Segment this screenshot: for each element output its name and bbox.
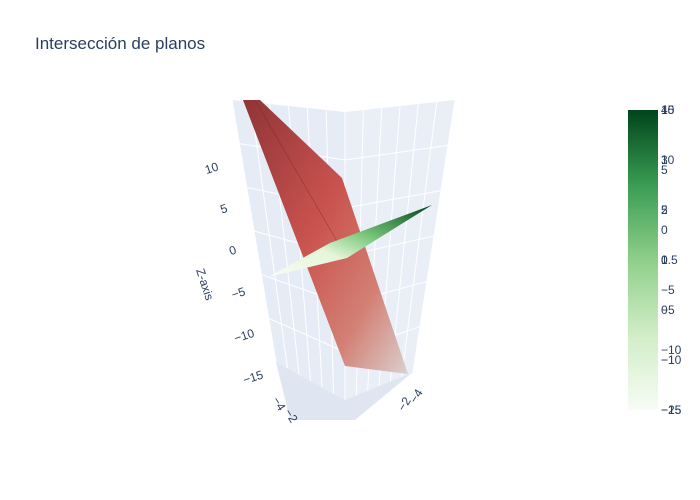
colorbar-tick-label: −1 — [661, 353, 675, 367]
plane-surface-green — [268, 205, 432, 277]
colorbar-tick-label: 2 — [661, 203, 668, 217]
colorbar-tick-label: −5 — [661, 283, 675, 297]
colorbar-tick-label: 5 — [661, 163, 668, 177]
xy-axis-tick-label: −4 — [407, 386, 426, 405]
z-axis-tick-label: 10 — [203, 159, 220, 177]
colorbar-tick-label: 0.5 — [661, 253, 678, 267]
xy-axis-tick-label: −2 — [281, 406, 300, 425]
z-axis-ticks: 10 5 0 −5 −10 −15 — [203, 159, 265, 387]
colorbar-tick-label: −5 — [661, 303, 675, 317]
xy-axis-tick-label: −2 — [395, 394, 414, 413]
colorbar-tick-label: −15 — [661, 403, 682, 417]
colorbar-tick-label: 5 — [661, 203, 668, 217]
plane-surface-red — [243, 100, 408, 374]
plane-surface-red-edge — [254, 99, 346, 256]
gridline — [344, 144, 449, 161]
chart-title: Intersección de planos — [35, 34, 206, 53]
colorbar-tick-label: −2 — [661, 403, 675, 417]
z-axis-tick-label: −5 — [230, 284, 248, 302]
colorbar-tick-label: 0 — [661, 253, 668, 267]
colorbar-tick-label: 0 — [661, 223, 668, 237]
colorbar-tick-label: −15 — [661, 403, 682, 417]
scene-floor — [276, 362, 413, 420]
colorbar-tick-label: −10 — [661, 353, 682, 367]
colorbar-tick-label: 10 — [661, 103, 675, 117]
z-axis-tick-label: 0 — [227, 243, 238, 258]
colorbar-tick-label: 1 — [661, 253, 668, 267]
gridline — [344, 190, 442, 209]
xy-axis-ticks: −4−2−4−2 — [269, 386, 426, 425]
colorbar-tick-label: −10 — [661, 343, 682, 357]
z-axis-tick-label: −10 — [232, 326, 256, 346]
colorbar-tick-label: 4 — [661, 103, 668, 117]
colorbar-tick-label: 0 — [661, 303, 668, 317]
xy-axis-tick-label: −4 — [269, 394, 288, 413]
z-axis-tick-label: 5 — [218, 201, 229, 216]
colorbar-tick-label: 10 — [661, 153, 675, 167]
z-axis-title: Z-axis — [193, 267, 216, 302]
colorbar — [628, 110, 658, 410]
colorbar-tick-label: 15 — [661, 103, 675, 117]
colorbar-tick-label: 3 — [661, 153, 668, 167]
z-axis-tick-label: −15 — [241, 367, 265, 387]
gridline — [268, 317, 346, 353]
